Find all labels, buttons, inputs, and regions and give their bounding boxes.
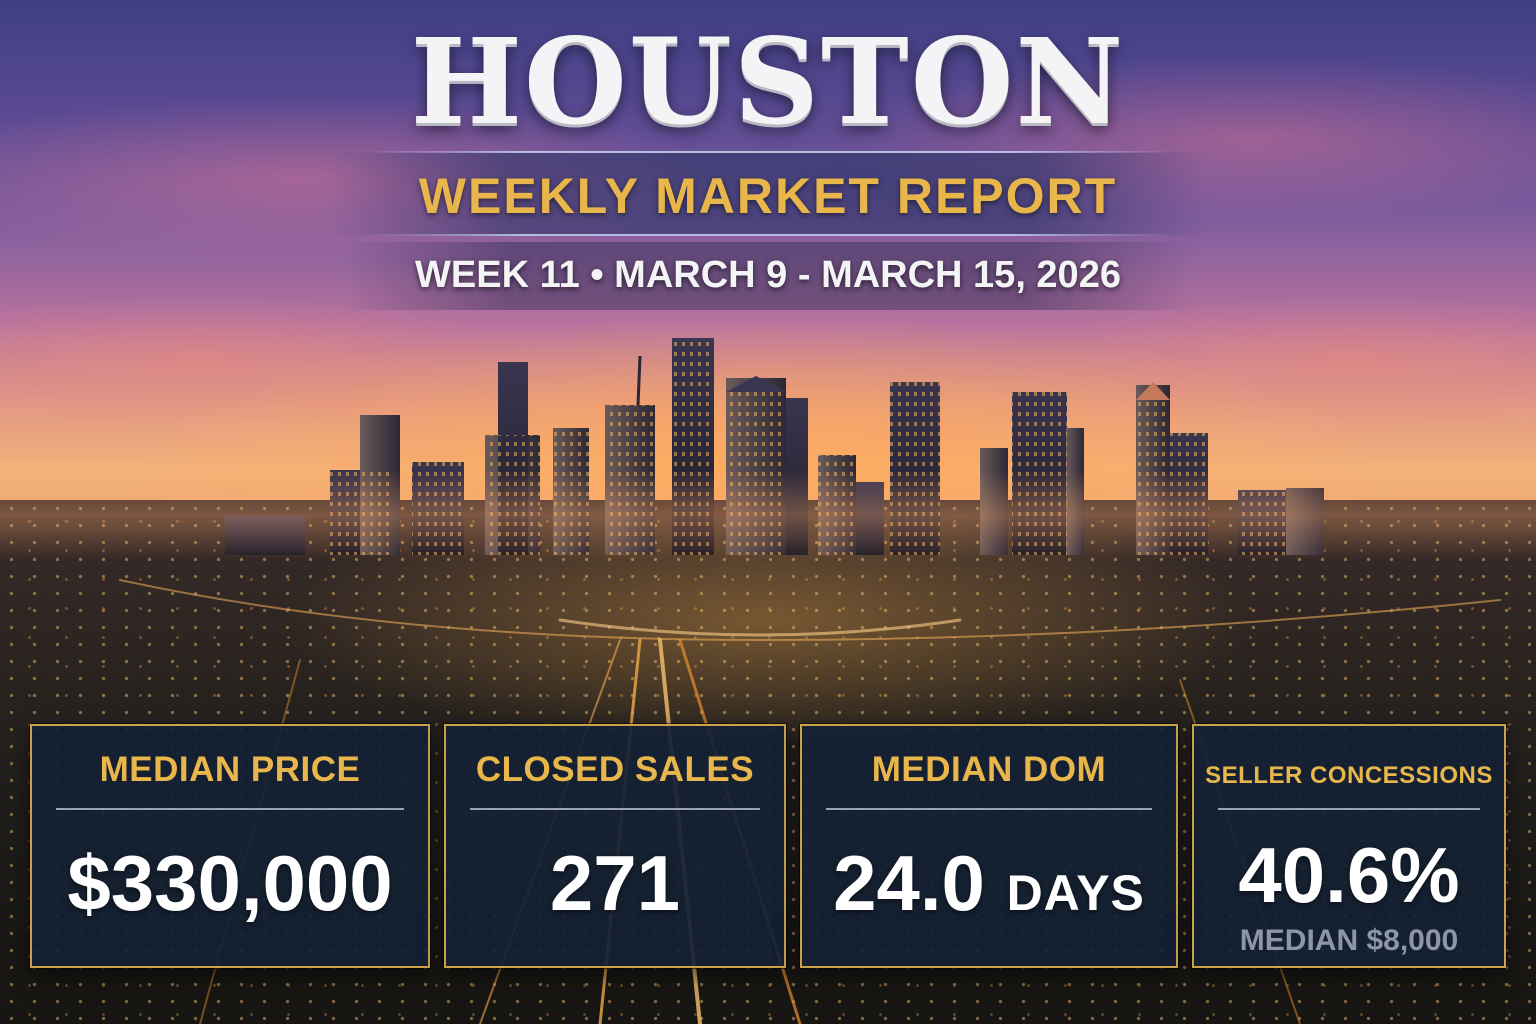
stat-card-median-dom: MEDIAN DOM 24.0 DAYS xyxy=(800,724,1178,968)
banner-bottom-line xyxy=(360,234,1176,236)
stat-value: $330,000 xyxy=(67,839,393,927)
stat-label: MEDIAN PRICE xyxy=(99,750,361,789)
subtitle-banner xyxy=(330,152,1206,236)
stat-unit: DAYS xyxy=(1006,865,1145,921)
stat-value: 40.6% xyxy=(1238,831,1460,919)
banner-top-line xyxy=(360,151,1176,153)
city-title: HOUSTON xyxy=(410,12,1126,151)
report-subtitle: WEEKLY MARKET REPORT xyxy=(418,168,1118,224)
stat-label: SELLER CONCESSIONS xyxy=(1205,762,1493,789)
stat-card-closed-sales: CLOSED SALES 271 xyxy=(444,724,786,968)
stat-label: MEDIAN DOM xyxy=(871,750,1107,789)
stat-value: 271 xyxy=(549,839,681,927)
divider xyxy=(826,808,1152,810)
divider xyxy=(470,808,760,810)
stat-value-row: 24.0 DAYS xyxy=(802,838,1176,938)
stat-label: CLOSED SALES xyxy=(475,750,755,789)
skyline-windows xyxy=(330,338,1286,555)
week-date-range: WEEK 11 • MARCH 9 - MARCH 15, 2026 xyxy=(415,254,1121,296)
week-band xyxy=(340,242,1196,310)
divider xyxy=(1218,808,1480,810)
stat-value: 24.0 xyxy=(833,839,985,927)
stat-card-seller-concessions: SELLER CONCESSIONS 40.6% MEDIAN $8,000 xyxy=(1192,724,1506,968)
stat-card-median-price: MEDIAN PRICE $330,000 xyxy=(30,724,430,968)
horizon-haze xyxy=(0,470,1536,560)
stat-note: MEDIAN $8,000 xyxy=(1239,924,1459,957)
divider xyxy=(56,808,404,810)
